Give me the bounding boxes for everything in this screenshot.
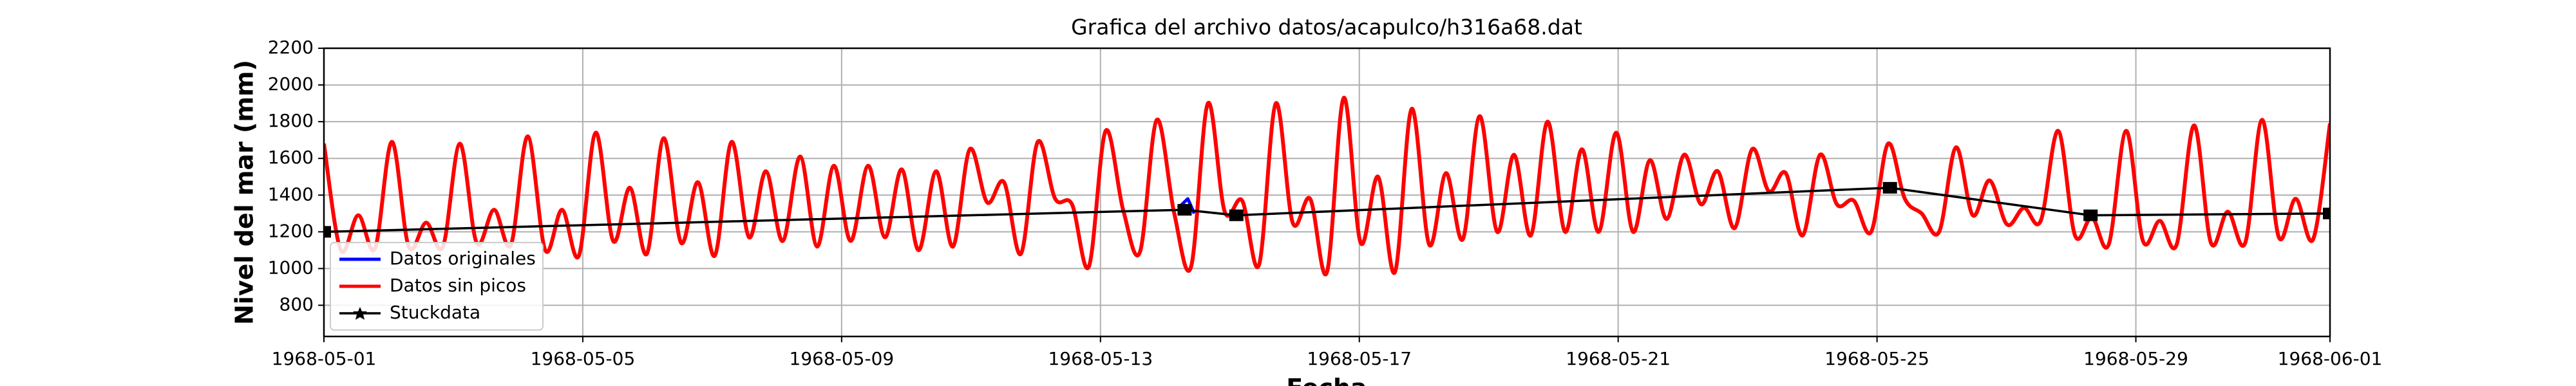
y-tick-label: 800 bbox=[279, 293, 314, 315]
chart-title: Grafica del archivo datos/acapulco/h316a… bbox=[1071, 15, 1582, 40]
x-tick-label: 1968-05-21 bbox=[1566, 348, 1671, 369]
stuck-marker bbox=[2323, 207, 2330, 219]
stuck-marker bbox=[1177, 204, 1192, 216]
x-axis-label: Fecha bbox=[1286, 374, 1367, 386]
legend-label: Datos originales bbox=[390, 248, 536, 269]
legend-box bbox=[330, 242, 544, 331]
y-tick-label: 1800 bbox=[268, 110, 314, 131]
y-tick-label: 2200 bbox=[268, 37, 314, 58]
y-tick-label: 1400 bbox=[268, 183, 314, 205]
x-tick-label: 1968-06-01 bbox=[2278, 348, 2383, 369]
y-tick-label: 1200 bbox=[268, 220, 314, 241]
x-tick-label: 1968-05-25 bbox=[1824, 348, 1929, 369]
x-tick-label: 1968-05-05 bbox=[531, 348, 636, 369]
x-tick-label: 1968-05-29 bbox=[2083, 348, 2188, 369]
stuck-marker bbox=[2083, 209, 2098, 221]
stuck-marker bbox=[324, 226, 331, 238]
x-tick-label: 1968-05-01 bbox=[272, 348, 377, 369]
legend-star bbox=[353, 307, 367, 320]
series-line bbox=[324, 96, 2330, 277]
y-tick-label: 1600 bbox=[268, 147, 314, 168]
y-tick-label: 2000 bbox=[268, 73, 314, 95]
x-tick-label: 1968-05-13 bbox=[1048, 348, 1153, 369]
stuck-marker bbox=[1229, 209, 1244, 221]
x-tick-label: 1968-05-17 bbox=[1307, 348, 1412, 369]
stuck-marker bbox=[1882, 181, 1897, 194]
legend-label: Datos sin picos bbox=[390, 275, 526, 296]
y-axis-label: Nivel del mar (mm) bbox=[231, 60, 259, 325]
plot-area bbox=[324, 96, 2330, 277]
y-tick-label: 1000 bbox=[268, 257, 314, 278]
legend-label: Stuckdata bbox=[390, 302, 480, 323]
x-tick-label: 1968-05-09 bbox=[790, 348, 895, 369]
plot-frame bbox=[323, 47, 2331, 338]
